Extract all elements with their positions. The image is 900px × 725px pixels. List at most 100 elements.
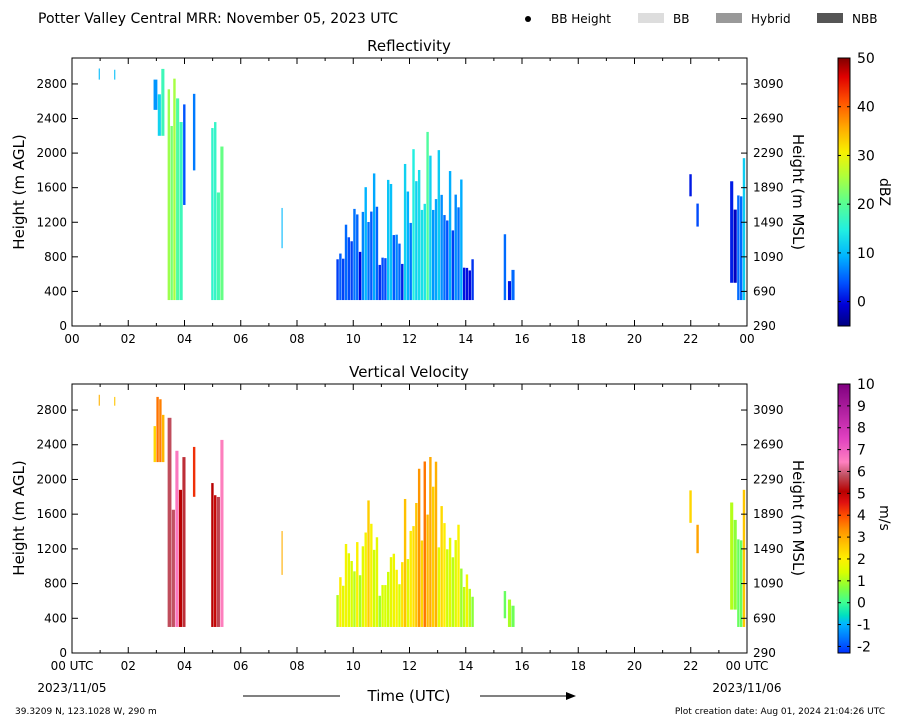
reflectivity-xtick-label: 00 (64, 332, 79, 346)
reflectivity-echo-strip (696, 203, 699, 227)
reflectivity-echo-column (503, 234, 507, 301)
vertical-velocity-xtick-label: 18 (571, 659, 586, 673)
reflectivity-echo-column (183, 104, 186, 205)
reflectivity-echo-column (157, 68, 165, 136)
vertical-velocity-echo-strip (730, 502, 734, 610)
vertical-velocity-echo-strip (372, 549, 376, 627)
vertical-velocity-xtick-label: 10 (346, 659, 361, 673)
vertical-velocity-echo-strip (460, 568, 463, 627)
reflectivity-echo-strip (426, 131, 429, 301)
vertical-velocity-ytick-left-label: 1200 (36, 542, 67, 556)
reflectivity-xtick-label: 02 (121, 332, 136, 346)
vertical-velocity-echo-column (216, 439, 224, 627)
time-arrow-head-icon (566, 692, 576, 700)
reflectivity-echo-strip (434, 199, 438, 301)
vertical-velocity-echo-strip (406, 559, 410, 627)
reflectivity-echo-strip (179, 122, 183, 301)
vertical-velocity-xtick-label: 04 (177, 659, 192, 673)
reflectivity-echo-strip (173, 78, 176, 301)
reflectivity-echo-strip (460, 179, 463, 301)
reflectivity-xtick-label: 22 (683, 332, 698, 346)
vertical-velocity-echo-strip (387, 571, 390, 627)
vertical-velocity-echo-column (378, 585, 387, 627)
reflectivity-ytick-left-label: 2000 (36, 146, 67, 160)
reflectivity-echo-column (344, 224, 353, 301)
reflectivity-echo-strip (342, 258, 345, 301)
vertical-velocity-echo-strip (471, 596, 474, 627)
vertical-velocity-echo-strip (339, 577, 342, 627)
reflectivity-xtick-label: 00 (739, 332, 754, 346)
vertical-velocity-echo-strip (175, 450, 179, 627)
vertical-velocity-ytick-right-label: 2290 (753, 472, 784, 486)
reflectivity-echo-column (153, 79, 158, 110)
vertical-velocity-colorbar-tick-label: 7 (857, 443, 866, 459)
vertical-velocity-echo-strip (392, 553, 396, 627)
start-date-label: 2023/11/05 (37, 681, 106, 695)
reflectivity-echo-strip (216, 192, 220, 301)
vertical-velocity-colorbar-tick-label: 10 (857, 377, 875, 393)
vertical-velocity-echo-strip (395, 569, 398, 627)
vertical-velocity-colorbar-tick-label: 4 (857, 508, 866, 524)
reflectivity-axes: 0400800120016002000240028002906901090149… (36, 58, 784, 346)
vertical-velocity-echo-column (353, 542, 362, 627)
reflectivity-echo-strip (446, 220, 449, 301)
vertical-velocity-echo-strip (178, 489, 182, 627)
reflectivity-echo-strip (432, 209, 435, 301)
vertical-velocity-echo-strip (342, 585, 345, 627)
vertical-velocity-colorbar-tick-label: 0 (857, 596, 866, 612)
vertical-velocity-echo-column (171, 450, 179, 627)
reflectivity-echo-strip (423, 203, 426, 301)
reflectivity-echo-strip (415, 181, 418, 301)
reflectivity-colorbar-ticks: 0 10 20 30 40 50 (838, 51, 875, 311)
legend-label-nbb: NBB (852, 12, 877, 26)
reflectivity-ytick-right-label: 2290 (753, 146, 784, 160)
vertical-velocity-echo-strip (153, 426, 156, 463)
reflectivity-ytick-left-label: 0 (59, 319, 67, 333)
figure-title: Potter Valley Central MRR: November 05, … (38, 11, 398, 27)
vertical-velocity-echo-strip (364, 532, 367, 627)
vertical-velocity-echo-strip (214, 495, 217, 627)
vertical-velocity-echo-strip (182, 457, 186, 627)
reflectivity-xtick-label: 16 (514, 332, 529, 346)
reflectivity-ytick-right-label: 1890 (753, 181, 784, 195)
vertical-velocity-colorbar-tick-label: 1 (857, 574, 866, 590)
vertical-velocity-xtick-label: 08 (289, 659, 304, 673)
vertical-velocity-echo-strip (192, 446, 196, 497)
reflectivity-ytick-left-label: 800 (44, 250, 67, 264)
vertical-velocity-ytick-right-label: 1490 (753, 542, 784, 556)
vertical-velocity-echo-strip (114, 396, 116, 406)
vertical-velocity-echo-strip (423, 461, 426, 627)
reflectivity-echo-strip (350, 241, 353, 301)
vertical-velocity-echo-strip (465, 574, 469, 627)
vertical-velocity-echo-strip (347, 553, 351, 627)
vertical-velocity-echo-strip (454, 540, 457, 627)
reflectivity-echo-column (98, 68, 100, 80)
legend-label-bb-height: BB Height (551, 12, 611, 26)
legend: BB Height BB Hybrid NBB (525, 12, 877, 26)
reflectivity-echo-strip (417, 169, 421, 301)
reflectivity-echo-column (167, 78, 176, 301)
reflectivity-echo-strip (742, 158, 746, 301)
reflectivity-echo-strip (429, 155, 432, 301)
vertical-velocity-panel: Vertical Velocity 0400800120016002000240… (10, 363, 892, 673)
reflectivity-echo-strip (153, 79, 158, 110)
vertical-velocity-xtick-label: 00 UTC (726, 659, 769, 673)
reflectivity-echo-column (336, 253, 345, 301)
vertical-velocity-xtick-label: 20 (627, 659, 642, 673)
vertical-velocity-xtick-label: 16 (514, 659, 529, 673)
vertical-velocity-echo-strip (737, 539, 740, 627)
reflectivity-echo-strip (412, 149, 415, 301)
vertical-velocity-echo-strip (417, 468, 421, 627)
vertical-velocity-echo-column (462, 574, 474, 627)
vertical-velocity-echo-column (370, 523, 379, 627)
reflectivity-echo-strip (161, 68, 165, 136)
vertical-velocity-colorbar-tick-label: 2 (857, 552, 866, 568)
reflectivity-ytick-left-label: 2800 (36, 77, 67, 91)
reflectivity-echo-strip (211, 128, 214, 301)
vertical-velocity-echo-strip (389, 557, 393, 627)
vertical-velocity-echo-column (167, 417, 172, 627)
vertical-velocity-echo-column (98, 394, 100, 406)
reflectivity-echo-strip (409, 222, 412, 301)
reflectivity-xtick-label: 14 (458, 332, 473, 346)
